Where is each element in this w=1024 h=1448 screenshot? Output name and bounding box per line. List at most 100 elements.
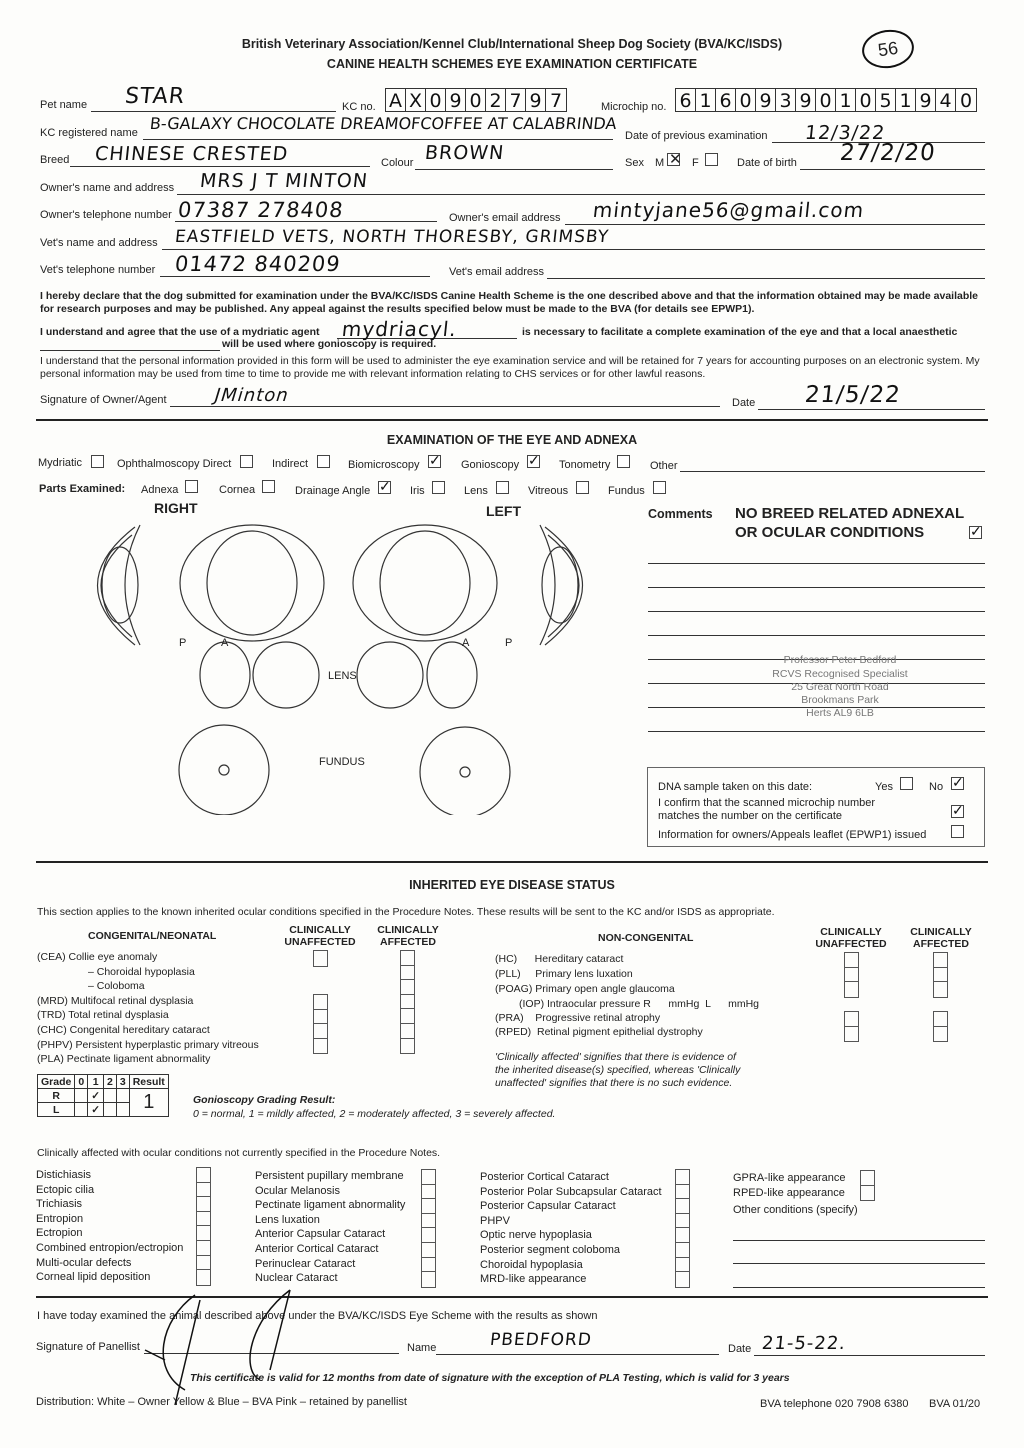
part-lens-checkbox[interactable] <box>496 481 509 494</box>
digit-box[interactable]: 6 <box>716 89 736 112</box>
previous-exam-label: Date of previous examination <box>625 130 768 142</box>
col4-checkboxes[interactable] <box>860 1170 875 1202</box>
grade-cell[interactable] <box>115 1102 130 1117</box>
part-vitreous-label: Vitreous <box>528 485 569 497</box>
col1-checkboxes[interactable] <box>196 1167 211 1286</box>
digit-box[interactable]: 0 <box>816 89 836 112</box>
part-iris-checkbox[interactable] <box>432 481 445 494</box>
grade-cell[interactable] <box>74 1088 89 1103</box>
congenital-affected-checkboxes[interactable] <box>400 950 415 1055</box>
grade-cell[interactable] <box>103 1088 117 1103</box>
comments-line2[interactable]: OR OCULAR CONDITIONS <box>735 524 925 541</box>
digit-box[interactable]: 0 <box>426 89 446 112</box>
panellist-date-value[interactable]: 21-5-22. <box>760 1333 848 1354</box>
kc-registered-name-value[interactable]: B-GALAXY CHOCOLATE DREAMOFCOFFEE AT CALA… <box>149 114 618 133</box>
digit-box[interactable]: 9 <box>526 89 546 112</box>
part-fundus-checkbox[interactable] <box>653 481 666 494</box>
digit-box[interactable]: 9 <box>446 89 466 112</box>
grade-cell[interactable]: R <box>36 1088 76 1103</box>
breed-value[interactable]: CHINESE CRESTED <box>93 143 290 165</box>
comments-line1[interactable]: NO BREED RELATED ADNEXAL <box>735 505 965 522</box>
owner-date-value[interactable]: 21/5/22 <box>803 382 903 408</box>
digit-box[interactable]: 0 <box>856 89 876 112</box>
sex-f-checkbox[interactable] <box>705 153 718 166</box>
owner-tel-value[interactable]: 07387 278408 <box>176 198 345 222</box>
noncongenital-affected-checkboxes-a[interactable] <box>933 952 948 998</box>
method-biomicroscopy-checkbox[interactable] <box>428 452 441 469</box>
col2-checkboxes[interactable] <box>421 1169 436 1288</box>
digit-box[interactable]: A <box>386 89 406 112</box>
grade-cell[interactable]: L <box>36 1102 76 1117</box>
grade-cell[interactable]: 3 <box>115 1074 130 1089</box>
digit-box[interactable]: 2 <box>486 89 506 112</box>
grade-cell[interactable]: ✓ <box>87 1102 105 1117</box>
cea-unaffected-checkbox[interactable] <box>313 950 328 967</box>
grade-cell[interactable]: 1 <box>87 1074 105 1089</box>
digit-box[interactable]: 1 <box>696 89 716 112</box>
part-adnexa-checkbox[interactable] <box>185 480 198 493</box>
colour-value[interactable]: BROWN <box>423 142 506 164</box>
noncongenital-unaffected-checkboxes-a[interactable] <box>844 952 859 998</box>
method-indirect-checkbox[interactable] <box>317 455 330 468</box>
gonioscopy-grade-table[interactable]: Grade 0 1 2 3 Result R ✓ 1 L ✓ <box>36 1074 169 1117</box>
grade-cell[interactable]: Grade <box>36 1074 76 1089</box>
microchip-confirm-checkbox[interactable] <box>951 802 964 819</box>
noncongenital-affected-checkboxes-b[interactable] <box>933 1011 948 1043</box>
part-vitreous-checkbox[interactable] <box>576 481 589 494</box>
digit-box[interactable]: 7 <box>506 89 526 112</box>
congenital-unaffected-checkboxes[interactable] <box>313 994 328 1055</box>
method-tonometry-checkbox[interactable] <box>617 455 630 468</box>
panellist-name-value[interactable]: PBEDFORD <box>488 1330 593 1350</box>
digit-box[interactable]: 4 <box>936 89 956 112</box>
other-conditions-intro: Clinically affected with ocular conditio… <box>37 1147 441 1159</box>
method-mydriatic-checkbox[interactable] <box>91 455 104 468</box>
grade-cell[interactable]: Result <box>128 1074 169 1089</box>
dna-yes-checkbox[interactable] <box>900 777 913 790</box>
vet-name-value[interactable]: EASTFIELD VETS, NORTH THORESBY, GRIMSBY <box>173 227 611 247</box>
no-breed-conditions-checkbox[interactable] <box>969 523 982 540</box>
method-gonioscopy-checkbox[interactable] <box>527 452 540 469</box>
digit-box[interactable]: X <box>406 89 426 112</box>
grade-cell[interactable]: 2 <box>103 1074 117 1089</box>
col3-checkboxes[interactable] <box>675 1169 690 1288</box>
digit-box[interactable]: 0 <box>466 89 486 112</box>
digit-box[interactable]: 9 <box>756 89 776 112</box>
grade-cell[interactable] <box>103 1102 117 1117</box>
anaesthetic-statement: will be used where gonioscopy is require… <box>222 338 437 350</box>
owner-email-value[interactable]: mintyjane56@gmail.com <box>591 198 866 222</box>
digit-box[interactable]: 1 <box>896 89 916 112</box>
grade-cell[interactable]: ✓ <box>87 1088 105 1103</box>
leaflet-checkbox[interactable] <box>951 825 964 838</box>
digit-box[interactable]: 1 <box>836 89 856 112</box>
pet-name-value[interactable]: STAR <box>123 84 187 109</box>
digit-box[interactable]: 5 <box>876 89 896 112</box>
noncongenital-unaffected-checkboxes-b[interactable] <box>844 1011 859 1043</box>
panellist-signature[interactable] <box>140 1280 440 1410</box>
part-drainage-angle-checkbox[interactable] <box>378 478 391 495</box>
method-direct-checkbox[interactable] <box>240 455 253 468</box>
digit-box[interactable]: 3 <box>776 89 796 112</box>
digit-box[interactable]: 6 <box>676 89 696 112</box>
digit-box[interactable]: 0 <box>736 89 756 112</box>
digit-box[interactable]: 9 <box>916 89 936 112</box>
eye-diagrams[interactable] <box>40 515 640 815</box>
sex-m-checkbox[interactable]: ✕ <box>667 151 682 168</box>
digit-box[interactable]: 9 <box>796 89 816 112</box>
part-cornea-checkbox[interactable] <box>262 480 275 493</box>
congenital-item: (PHPV) Persistent hyperplastic primary v… <box>37 1038 259 1051</box>
owner-signature[interactable]: JMinton <box>213 385 290 406</box>
digit-box[interactable]: 0 <box>959 90 973 112</box>
grade-cell[interactable]: 0 <box>74 1074 89 1089</box>
grade-cell[interactable] <box>74 1102 89 1117</box>
left-eye-label: LEFT <box>486 503 521 519</box>
dob-value[interactable]: 27/2/20 <box>838 140 938 166</box>
gonioscopy-scale: 0 = normal, 1 = mildly affected, 2 = mod… <box>193 1108 556 1120</box>
dna-no-checkbox[interactable] <box>951 774 964 791</box>
grade-cell[interactable] <box>115 1088 130 1103</box>
digit-box[interactable]: 7 <box>549 90 563 112</box>
owner-name-value[interactable]: MRS J T MINTON <box>198 170 370 192</box>
vet-tel-value[interactable]: 01472 840209 <box>173 252 342 276</box>
kc-registered-name-label: KC registered name <box>40 127 138 139</box>
